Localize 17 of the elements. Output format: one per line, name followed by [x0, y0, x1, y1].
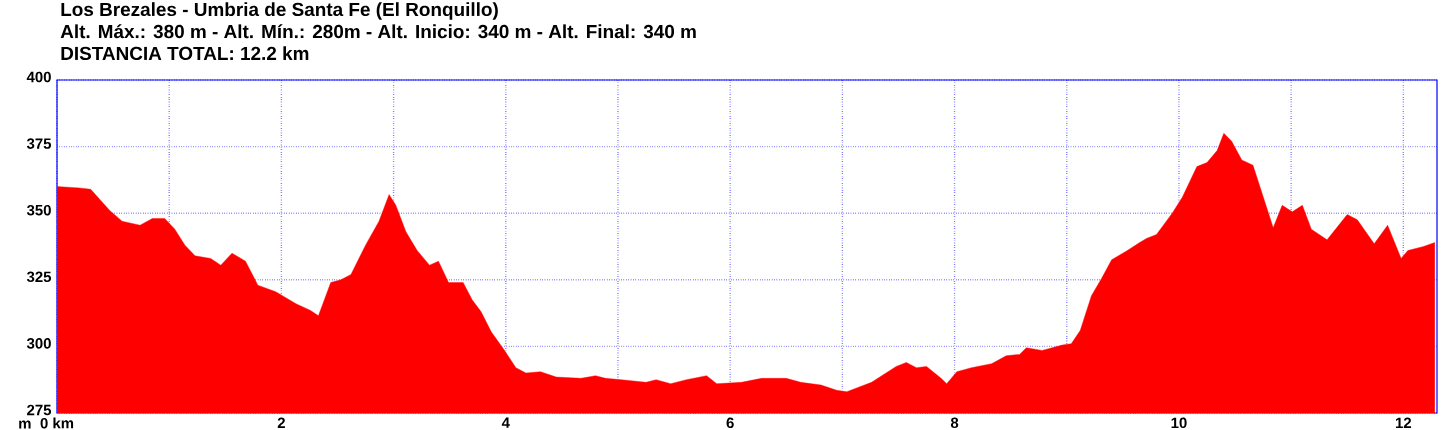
text: DISTANCIA TOTAL: 12.2 km — [61, 46, 309, 61]
y-tick-label: 350 — [26, 204, 51, 216]
x-tick-label: 4 — [501, 417, 510, 428]
y-tick-label: 275 — [27, 404, 52, 416]
x-tick-label: 8 — [950, 417, 959, 429]
x-tick-label: 6 — [726, 417, 734, 429]
y-tick-label: 325 — [26, 271, 52, 283]
x-tick-label: 0 km — [40, 417, 74, 429]
y-tick-label: 375 — [26, 138, 52, 149]
chart-subtitle: Alt. Máx.: 380 m - Alt. Mín.: 280m - Alt. Inicio: 340 m - Alt. Final: 340 m — [60, 24, 696, 39]
x-tick-label: 12 — [1395, 417, 1412, 428]
y-tick-label: 400 — [26, 71, 51, 83]
y-axis-title: m — [19, 420, 31, 429]
y-tick-label: 300 — [26, 338, 51, 349]
chart-title: Los Brezales - Umbria de Santa Fe (El Ronquillo) — [61, 2, 498, 20]
x-tick-label: 10 — [1171, 417, 1187, 429]
x-tick-label: 2 — [277, 417, 285, 428]
